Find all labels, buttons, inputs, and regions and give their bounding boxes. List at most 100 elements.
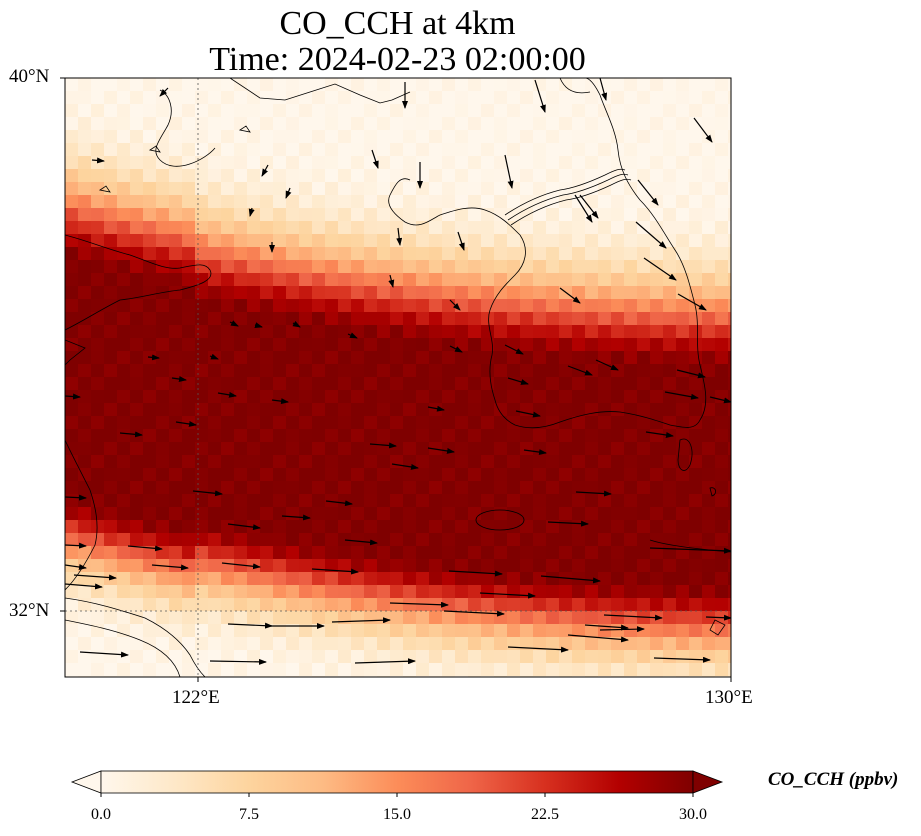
field-cell <box>455 169 469 183</box>
field-cell <box>507 104 521 118</box>
field-cell <box>572 221 586 235</box>
field-cell <box>91 247 105 261</box>
field-cell <box>286 416 300 430</box>
field-cell <box>481 104 495 118</box>
field-cell <box>221 429 235 443</box>
field-cell <box>338 312 352 326</box>
field-cell <box>338 221 352 235</box>
field-cell <box>728 429 731 443</box>
field-cell <box>416 442 430 456</box>
field-cell <box>416 429 430 443</box>
field-cell <box>169 130 183 144</box>
field-cell <box>299 117 313 131</box>
field-cell <box>650 143 664 157</box>
field-cell <box>117 377 131 391</box>
field-cell <box>78 208 92 222</box>
field-cell <box>221 182 235 196</box>
field-cell <box>312 299 326 313</box>
field-cell <box>676 273 690 287</box>
field-cell <box>598 377 612 391</box>
field-cell <box>468 221 482 235</box>
field-cell <box>442 104 456 118</box>
field-cell <box>377 364 391 378</box>
field-cell <box>312 377 326 391</box>
field-cell <box>325 286 339 300</box>
field-cell <box>286 104 300 118</box>
field-cell <box>117 247 131 261</box>
field-cell <box>689 156 703 170</box>
field-cell <box>299 377 313 391</box>
field-cell <box>455 195 469 209</box>
field-cell <box>351 104 365 118</box>
field-cell <box>676 156 690 170</box>
field-cell <box>585 104 599 118</box>
field-cell <box>572 312 586 326</box>
field-cell <box>455 377 469 391</box>
field-cell <box>676 78 690 92</box>
field-cell <box>208 117 222 131</box>
field-cell <box>221 221 235 235</box>
field-cell <box>221 156 235 170</box>
field-cell <box>689 208 703 222</box>
field-cell <box>637 247 651 261</box>
field-cell <box>416 78 430 92</box>
field-cell <box>689 117 703 131</box>
field-cell <box>416 260 430 274</box>
field-cell <box>377 169 391 183</box>
field-cell <box>715 416 729 430</box>
field-cell <box>377 338 391 352</box>
field-cell <box>338 234 352 248</box>
field-cell <box>611 325 625 339</box>
field-cell <box>637 416 651 430</box>
field-cell <box>559 260 573 274</box>
field-cell <box>715 351 729 365</box>
field-cell <box>156 403 170 417</box>
field-cell <box>533 390 547 404</box>
field-cell <box>702 117 716 131</box>
field-cell <box>546 299 560 313</box>
field-cell <box>546 156 560 170</box>
field-cell <box>598 338 612 352</box>
field-cell <box>702 91 716 105</box>
field-cell <box>91 221 105 235</box>
field-cell <box>468 156 482 170</box>
field-cell <box>377 377 391 391</box>
field-cell <box>533 260 547 274</box>
field-cell <box>611 78 625 92</box>
field-cell <box>221 364 235 378</box>
field-cell <box>273 416 287 430</box>
field-cell <box>195 182 209 196</box>
field-cell <box>611 260 625 274</box>
field-cell <box>533 78 547 92</box>
field-cell <box>234 104 248 118</box>
field-cell <box>520 286 534 300</box>
field-cell <box>416 247 430 261</box>
field-cell <box>182 312 196 326</box>
field-cell <box>533 364 547 378</box>
field-cell <box>624 442 638 456</box>
field-cell <box>585 221 599 235</box>
field-cell <box>325 117 339 131</box>
field-cell <box>260 260 274 274</box>
field-cell <box>494 312 508 326</box>
field-cell <box>312 312 326 326</box>
field-cell <box>104 429 118 443</box>
field-cell <box>351 208 365 222</box>
field-cell <box>481 455 495 469</box>
field-cell <box>468 403 482 417</box>
field-cell <box>104 169 118 183</box>
field-cell <box>78 468 92 482</box>
field-cell <box>247 117 261 131</box>
field-cell <box>468 390 482 404</box>
field-cell <box>559 117 573 131</box>
field-cell <box>364 299 378 313</box>
field-cell <box>325 143 339 157</box>
field-cell <box>156 468 170 482</box>
field-cell <box>533 221 547 235</box>
field-cell <box>182 169 196 183</box>
field-cell <box>624 468 638 482</box>
field-cell <box>429 273 443 287</box>
field-cell <box>104 260 118 274</box>
field-cell <box>130 78 144 92</box>
